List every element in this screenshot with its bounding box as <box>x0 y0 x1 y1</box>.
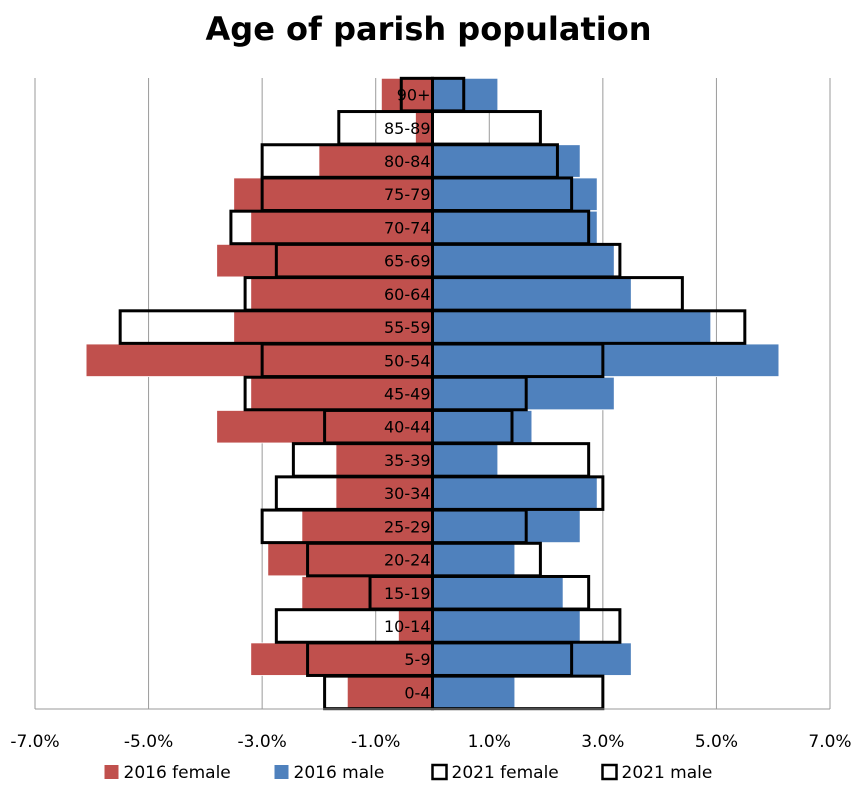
legend-swatch-2016-female <box>104 765 119 779</box>
bar-2016-female-10-14 <box>398 609 433 643</box>
category-label-10-14: 10-14 <box>384 617 431 636</box>
category-label-40-44: 40-44 <box>384 418 431 437</box>
category-label-60-64: 60-64 <box>384 285 431 304</box>
legend-swatch-2021-female <box>431 763 448 781</box>
category-label-30-34: 30-34 <box>384 484 431 503</box>
bar-2016-female-90 <box>380 77 433 112</box>
bar-2016-female-15-19 <box>301 576 433 610</box>
bar-2016-male-80-84 <box>432 144 581 178</box>
legend-label-2016-female: 2016 female <box>124 763 231 783</box>
legend-label-2016-male: 2016 male <box>294 763 385 783</box>
x-tick-label-5-0: 5.0% <box>695 732 738 752</box>
category-label-35-39: 35-39 <box>384 451 431 470</box>
legend: 2016 female 2016 male 2021 female 2021 male <box>104 763 713 783</box>
bar-2016-male-30-34 <box>432 476 598 510</box>
legend-item-2021-female: 2021 female <box>431 763 559 783</box>
bar-2016-male-40-44 <box>432 410 533 444</box>
bar-2016-male-55-59 <box>432 310 712 344</box>
bar-2016-female-45-49 <box>250 376 433 411</box>
bar-2016-female-35-39 <box>335 443 433 477</box>
bar-2016-female-75-79 <box>233 177 433 211</box>
filled-bars <box>85 77 780 710</box>
x-axis: -7.0% -5.0% -3.0% -1.0% 1.0% 3.0% 5.0% 7.0% <box>10 78 852 752</box>
bar-2016-female-30-34 <box>335 476 433 510</box>
category-labels: 90+ 85-89 80-84 75-79 70-74 65-69 60-64 55-59 50… <box>384 86 431 703</box>
bar-2016-male-15-19 <box>432 576 564 610</box>
category-label-65-69: 65-69 <box>384 252 431 271</box>
category-label-50-54: 50-54 <box>384 351 431 370</box>
legend-item-2016-male: 2016 male <box>274 763 385 783</box>
legend-swatch-2021-male <box>601 763 618 781</box>
bar-2016-male-25-29 <box>432 509 581 544</box>
x-tick-label-7-0: -7.0% <box>10 732 59 752</box>
category-label-25-29: 25-29 <box>384 517 431 536</box>
legend-label-2021-male: 2021 male <box>622 763 713 783</box>
bar-2016-male-5-9 <box>432 642 632 676</box>
category-label-90: 90+ <box>397 86 431 105</box>
category-label-55-59: 55-59 <box>384 318 431 337</box>
bar-2016-male-45-49 <box>432 376 615 411</box>
bar-2016-female-50-54 <box>85 343 433 377</box>
category-label-85-89: 85-89 <box>384 119 431 138</box>
bar-2016-male-70-74 <box>432 210 598 245</box>
x-tick-label-7-0: 7.0% <box>808 732 851 752</box>
bar-2016-male-0-4 <box>432 675 516 710</box>
legend-label-2021-female: 2021 female <box>452 763 559 783</box>
bar-2016-female-60-64 <box>250 277 433 311</box>
bar-2016-male-60-64 <box>432 277 632 311</box>
category-label-0-4: 0-4 <box>404 683 430 702</box>
x-tick-label-1-0: 1.0% <box>468 732 511 752</box>
x-tick-label-1-0: -1.0% <box>351 732 400 752</box>
chart-title: Age of parish population <box>205 10 652 48</box>
x-tick-label-3-0: 3.0% <box>581 732 624 752</box>
legend-swatch-2016-male <box>274 765 289 779</box>
bar-2016-female-65-69 <box>216 243 433 278</box>
category-label-45-49: 45-49 <box>384 385 431 404</box>
x-tick-label-5-0: -5.0% <box>124 732 173 752</box>
category-label-5-9: 5-9 <box>404 650 430 669</box>
category-label-15-19: 15-19 <box>384 584 431 603</box>
legend-item-2021-male: 2021 male <box>601 763 713 783</box>
x-tick-label-3-0: -3.0% <box>237 732 286 752</box>
category-label-75-79: 75-79 <box>384 185 431 204</box>
bar-2021-male-85-89 <box>431 110 542 146</box>
bar-2016-female-55-59 <box>233 310 433 344</box>
bar-2016-male-35-39 <box>432 443 499 477</box>
category-label-80-84: 80-84 <box>384 152 431 171</box>
bar-2016-male-65-69 <box>432 243 615 278</box>
legend-item-2016-female: 2016 female <box>104 763 231 783</box>
category-label-20-24: 20-24 <box>384 551 431 570</box>
category-label-70-74: 70-74 <box>384 218 431 237</box>
bar-2016-male-50-54 <box>432 343 780 377</box>
bar-2016-male-20-24 <box>432 542 516 577</box>
bar-2016-male-10-14 <box>432 609 581 643</box>
